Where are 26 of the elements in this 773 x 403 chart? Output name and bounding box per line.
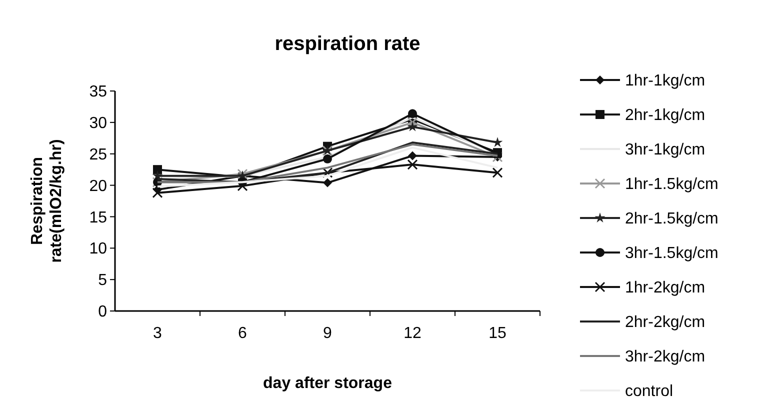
y-tick-label: 35 <box>89 84 108 101</box>
y-tick-label: 10 <box>89 240 108 258</box>
y-tick-label: 15 <box>89 209 108 226</box>
legend-label: 2hr-2kg/cm <box>625 314 706 332</box>
y-tick-label: 25 <box>89 146 108 164</box>
y-tick-label: 20 <box>89 178 108 195</box>
y-tick-label: 0 <box>98 304 108 321</box>
y-tick-label: 30 <box>89 115 108 132</box>
y-axis-title: Respiration rate(mlO2/kg.hr) <box>28 139 65 263</box>
legend-label: control <box>625 383 674 400</box>
chart-title: respiration rate <box>274 33 420 55</box>
legend-label: 3hr-1.5kg/cm <box>625 245 718 262</box>
x-tick-label: 9 <box>323 325 332 342</box>
legend-label: 1hr-2kg/cm <box>625 280 706 297</box>
x-tick-label: 6 <box>238 325 248 342</box>
x-axis-title: day after storage <box>263 375 392 392</box>
legend-label: 3hr-1kg/cm <box>625 142 706 159</box>
legend-label: 3hr-2kg/cm <box>625 348 706 366</box>
legend-label: 1hr-1.5kg/cm <box>625 176 718 194</box>
legend-label: 2hr-1.5kg/cm <box>625 210 718 228</box>
x-tick-label: 12 <box>404 325 422 342</box>
legend-label: 1hr-1kg/cm <box>625 72 706 90</box>
y-tick-label: 5 <box>98 272 108 290</box>
legend-label: 2hr-1kg/cm <box>625 107 706 124</box>
x-tick-label: 15 <box>488 325 506 342</box>
x-tick-label: 3 <box>153 325 162 342</box>
